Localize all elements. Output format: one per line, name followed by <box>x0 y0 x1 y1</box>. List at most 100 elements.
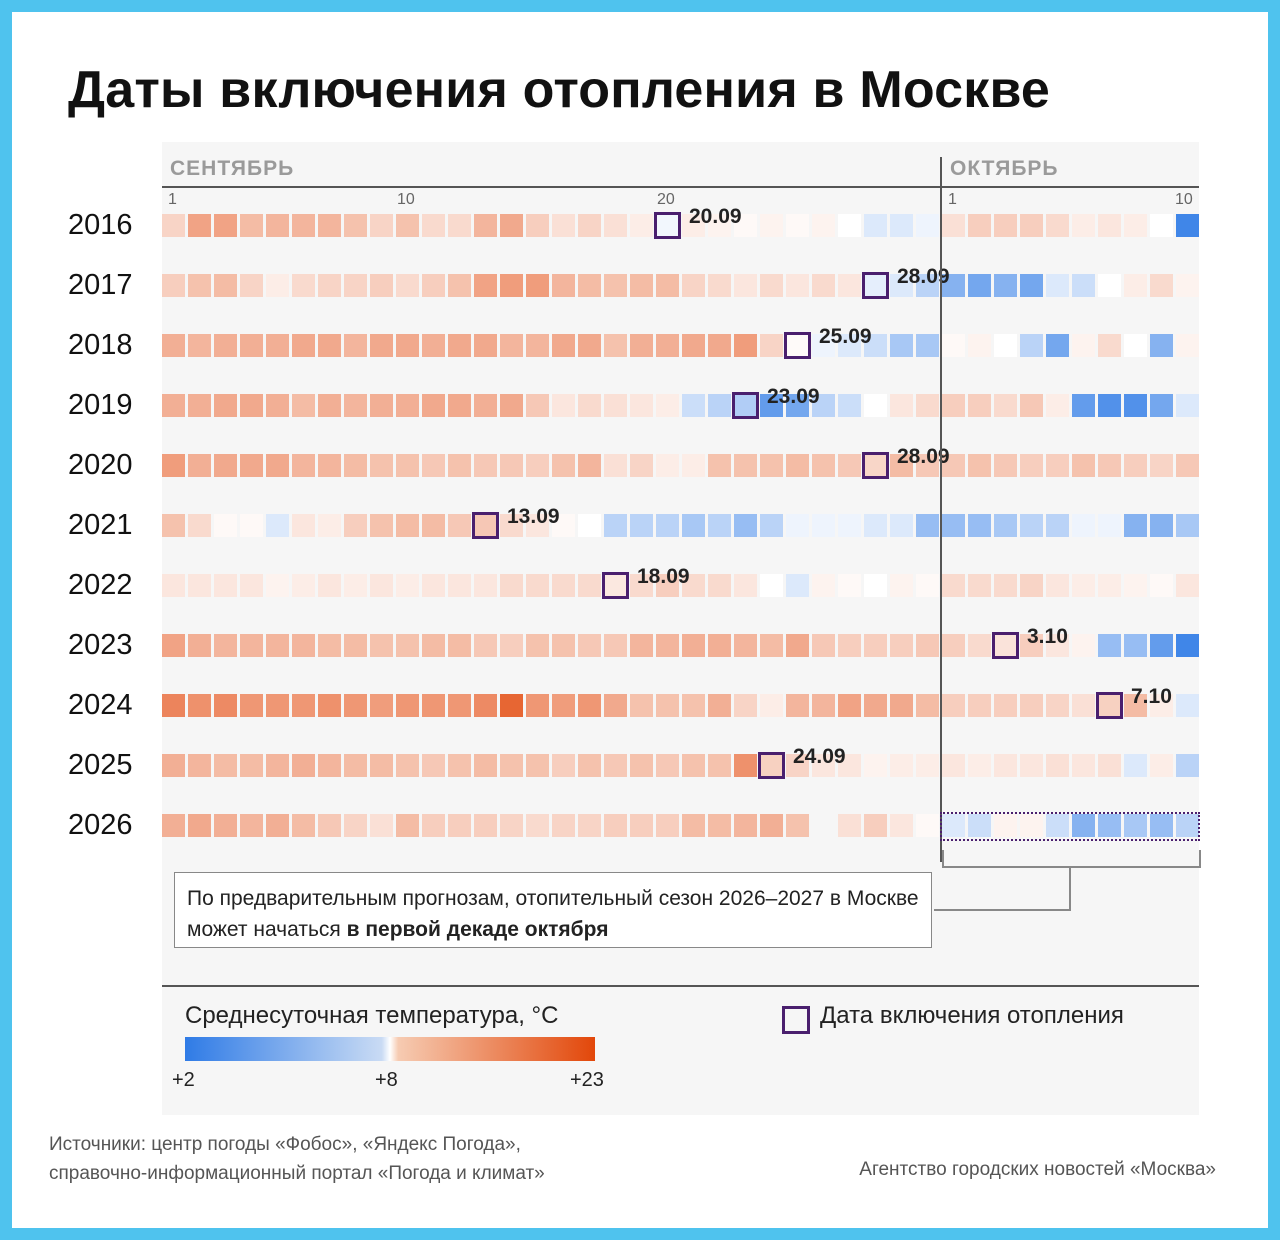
heatmap-cell <box>318 694 341 717</box>
heatmap-cell <box>1020 754 1043 777</box>
heatmap-cell <box>604 754 627 777</box>
day-tick-label: 10 <box>397 191 415 208</box>
heatmap-cell <box>292 754 315 777</box>
heatmap-cell <box>968 634 991 657</box>
heatmap-cell <box>1150 454 1173 477</box>
heatmap-cell <box>188 514 211 537</box>
heating-date-label: 18.09 <box>637 565 690 588</box>
heatmap-cell <box>292 514 315 537</box>
heatmap-cell <box>240 634 263 657</box>
year-label: 2017 <box>68 269 133 301</box>
heatmap-cell <box>370 394 393 417</box>
heatmap-cell <box>396 394 419 417</box>
heatmap-cell <box>1046 754 1069 777</box>
heatmap-cell <box>422 634 445 657</box>
sources-line: Источники: центр погоды «Фобос», «Яндекс… <box>49 1134 521 1155</box>
heatmap-cell <box>292 814 315 837</box>
heatmap-cell <box>422 514 445 537</box>
heatmap-cell <box>422 754 445 777</box>
heatmap-cell <box>942 274 965 297</box>
heatmap-cell <box>162 274 185 297</box>
heatmap-cell <box>526 334 549 357</box>
heatmap-cell <box>396 274 419 297</box>
heatmap-cell <box>708 274 731 297</box>
heatmap-cell <box>240 814 263 837</box>
heatmap-cell <box>448 814 471 837</box>
heatmap-cell <box>552 214 575 237</box>
heatmap-cell <box>682 754 705 777</box>
heatmap-cell <box>734 574 757 597</box>
heatmap-cell <box>422 274 445 297</box>
heatmap-cell <box>474 214 497 237</box>
heatmap-cell <box>812 214 835 237</box>
october-divider-line <box>940 157 942 862</box>
heatmap-cell <box>344 814 367 837</box>
heatmap-cell <box>760 694 783 717</box>
heatmap-cell <box>1098 754 1121 777</box>
heatmap-cell <box>1098 334 1121 357</box>
heatmap-cell <box>734 454 757 477</box>
heatmap-cell <box>1020 454 1043 477</box>
sources-line: справочно-информационный портал «Погода … <box>49 1163 545 1184</box>
heatmap-cell <box>838 634 861 657</box>
heating-date-label: 13.09 <box>507 505 560 528</box>
heatmap-cell <box>968 274 991 297</box>
heatmap-cell <box>370 514 393 537</box>
heatmap-cell <box>942 634 965 657</box>
heatmap-cell <box>864 394 887 417</box>
heatmap-cell <box>838 394 861 417</box>
heating-date-label: 3.10 <box>1027 625 1068 648</box>
heatmap-cell <box>968 694 991 717</box>
heatmap-cell <box>656 274 679 297</box>
heatmap-cell <box>838 514 861 537</box>
heatmap-cell <box>890 754 913 777</box>
heatmap-cell <box>396 514 419 537</box>
heating-date-label: 20.09 <box>689 205 742 228</box>
heatmap-cell <box>188 694 211 717</box>
heatmap-cell <box>292 394 315 417</box>
heatmap-cell <box>994 634 1017 657</box>
heatmap-cell <box>500 214 523 237</box>
heating-date-marker <box>992 632 1019 659</box>
heatmap-cell <box>968 334 991 357</box>
heatmap-cell <box>188 274 211 297</box>
heatmap-cell <box>968 394 991 417</box>
legend-title: Среднесуточная температура, °C <box>185 1002 559 1029</box>
heatmap-cell <box>448 334 471 357</box>
heatmap-cell <box>916 454 939 477</box>
heatmap-cell <box>370 214 393 237</box>
heatmap-cell <box>266 514 289 537</box>
temperature-color-scale <box>185 1037 595 1061</box>
heatmap-cell <box>786 694 809 717</box>
heatmap-cell <box>526 574 549 597</box>
heatmap-cell <box>1150 214 1173 237</box>
heatmap-cell <box>240 694 263 717</box>
heatmap-cell <box>968 754 991 777</box>
heatmap-cell <box>786 574 809 597</box>
heatmap-cell <box>500 274 523 297</box>
legend-tick: +8 <box>375 1069 398 1091</box>
heatmap-cell <box>942 454 965 477</box>
heatmap-cell <box>864 274 887 297</box>
heatmap-cell <box>656 634 679 657</box>
heating-date-marker <box>732 392 759 419</box>
heatmap-cell <box>942 694 965 717</box>
heatmap-cell <box>552 694 575 717</box>
heatmap-cell <box>916 214 939 237</box>
heatmap-cell <box>422 814 445 837</box>
forecast-note-bold: в первой декаде октября <box>346 918 609 941</box>
heatmap-cell <box>604 274 627 297</box>
heatmap-cell <box>604 334 627 357</box>
heatmap-cell <box>474 754 497 777</box>
heatmap-cell <box>526 754 549 777</box>
heatmap-cell <box>890 454 913 477</box>
heatmap-cell <box>1072 394 1095 417</box>
heatmap-cell <box>994 454 1017 477</box>
heatmap-cell <box>1176 274 1199 297</box>
heatmap-cell <box>656 394 679 417</box>
heatmap-cell <box>344 454 367 477</box>
heatmap-cell <box>1020 394 1043 417</box>
heatmap-cell <box>344 634 367 657</box>
heatmap-cell <box>526 694 549 717</box>
heatmap-cell <box>396 694 419 717</box>
